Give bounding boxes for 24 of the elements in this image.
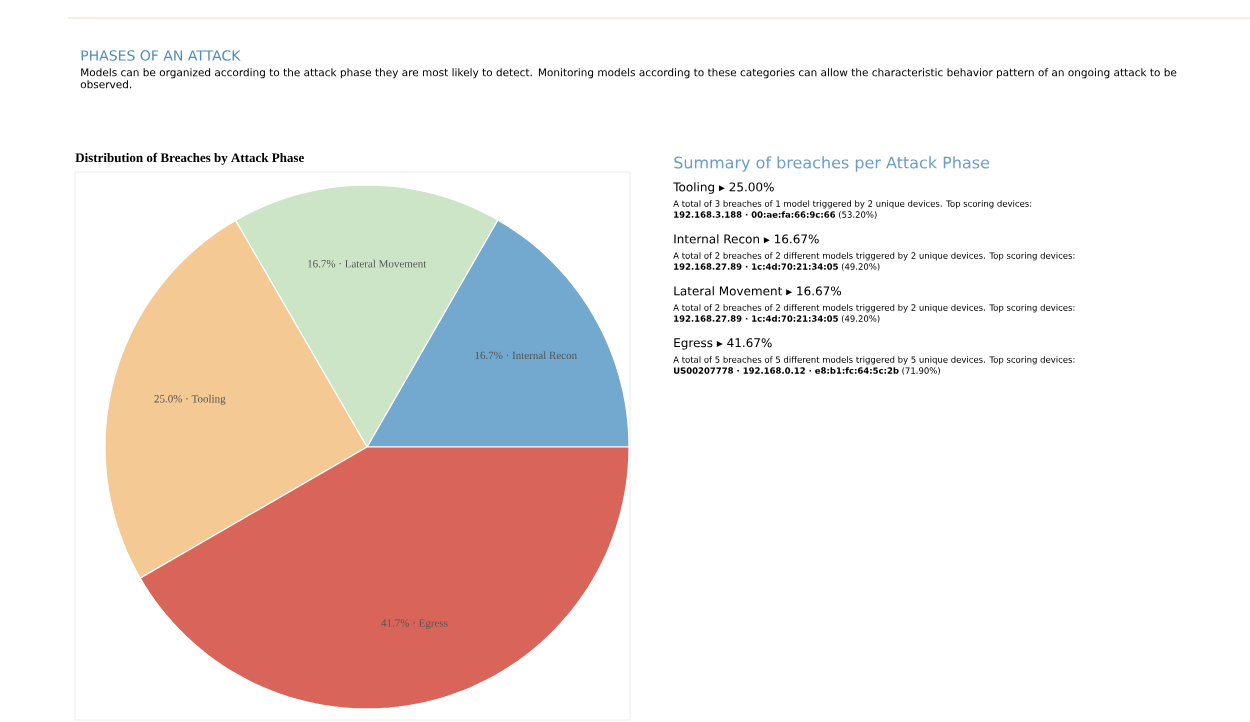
text: 192.168.3.188 · 00:ae:fa:66:9c:66 (53.20%) <box>674 211 877 219</box>
chart-title: Distribution of Breaches by Attack Phase <box>75 152 304 165</box>
slice-label: Lateral Movement <box>345 259 427 268</box>
slice-label: Internal Recon <box>512 351 577 360</box>
category-label: Internal Recon ▸ 16.67% <box>674 234 819 244</box>
data-label: 16.7% · <box>308 260 341 268</box>
text: A total of 5 breaches of 5 different models triggered by 5 unique devices. Top scoring devices: <box>673 356 1075 365</box>
category-label: Tooling ▸ 25.00% <box>673 182 774 194</box>
data-label: 25.0% · <box>154 395 188 403</box>
text: Summary of breaches per Attack Phase <box>674 156 990 172</box>
text: 192.168.27.89 · 1c:4d:70:21:34:05 (49.20%) <box>674 315 880 323</box>
slice-label: Tooling <box>191 394 226 405</box>
text: US00207778 · 192.168.0.12 · e8:b1:fc:64:5c:2b (71.90%) <box>673 367 940 375</box>
category-label: Lateral Movement ▸ 16.67% <box>674 286 842 296</box>
data-label: 16.7% · <box>475 351 509 360</box>
text: A total of 2 breaches of 2 different models triggered by 2 unique devices. Top scoring devices: <box>673 252 1075 261</box>
slice-label: Egress <box>418 619 448 629</box>
data-label: 41.7% · <box>381 619 415 627</box>
text: PHASES OF AN ATTACK <box>81 50 241 61</box>
text: A total of 3 breaches of 1 model triggered by 2 unique devices. Top scoring devices: <box>673 200 1032 209</box>
category-label: Egress ▸ 41.67% <box>674 338 772 350</box>
text: Models can be organized according to the attack phase they are most likely to detect. Monitoring models according to these categories can allow the characteristic behavior pattern of an ongoing attack to be observed. <box>80 68 1177 89</box>
text: 192.168.27.89 · 1c:4d:70:21:34:05 (49.20%) <box>674 263 880 271</box>
text: A total of 2 breaches of 2 different models triggered by 2 unique devices. Top scoring devices: <box>673 304 1075 313</box>
